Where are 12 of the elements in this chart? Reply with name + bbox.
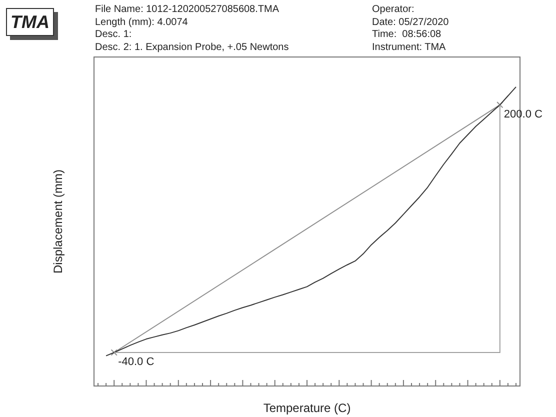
y-axis-title: Displacement (mm) (51, 169, 65, 274)
text: Operator: (372, 4, 414, 15)
text: File Name: 1012-120200527085608.TMA (95, 4, 280, 15)
text: Time: 08:56:08 (372, 29, 442, 40)
text: Desc. 2: 1. Expansion Probe, +.05 Newtons (95, 42, 289, 52)
text: Date: 05/27/2020 (372, 16, 449, 28)
text: Length (mm): 4.0074 (95, 16, 188, 28)
x-axis-title: Temperature (C) (263, 401, 351, 415)
text: Desc. 1: (95, 29, 132, 40)
text: Instrument: TMA (372, 42, 446, 52)
annotation: -40.0 C (118, 356, 154, 368)
text: TMA (6, 8, 54, 36)
